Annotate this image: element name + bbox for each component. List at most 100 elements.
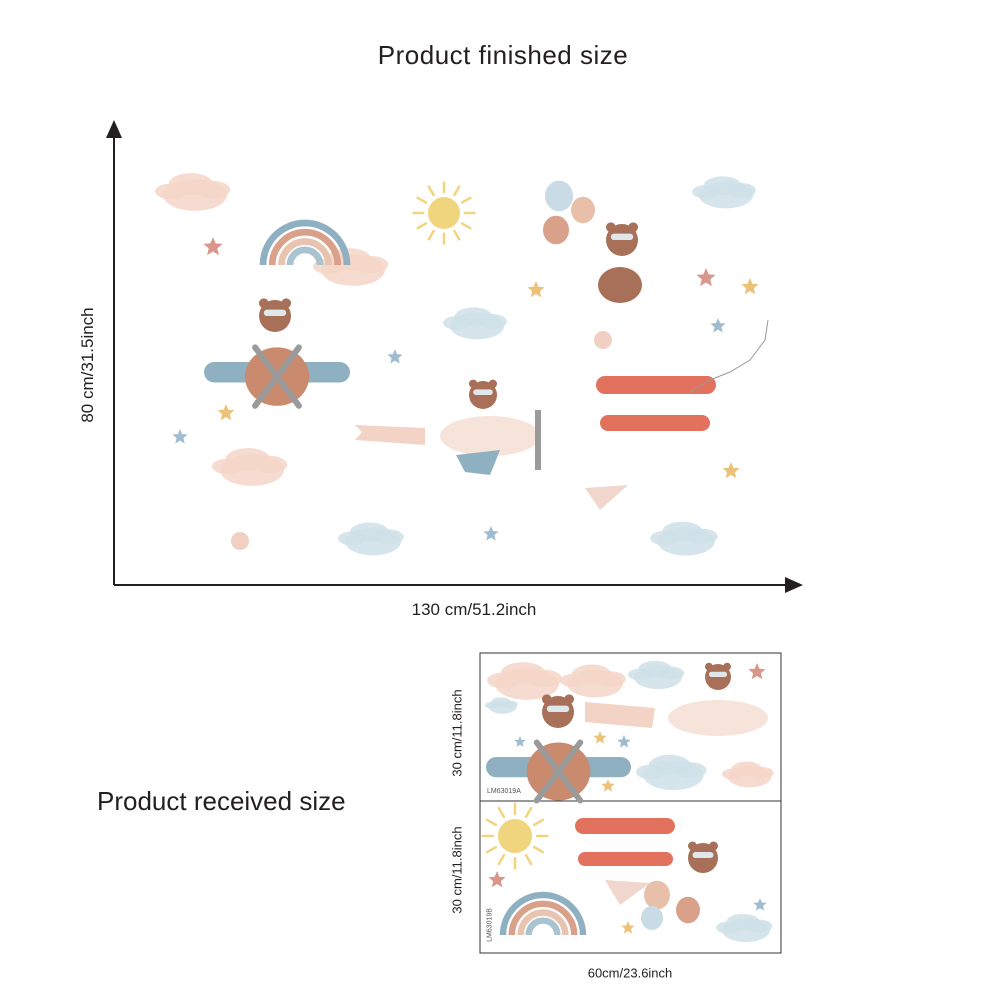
sun-ray — [460, 196, 472, 204]
rainbow-icon — [525, 917, 561, 936]
cloud-icon — [722, 761, 774, 788]
sun-ray — [416, 222, 428, 230]
bear-body — [598, 267, 642, 303]
bird-icon — [594, 331, 612, 349]
bear-ear — [606, 222, 616, 232]
cloud-icon — [692, 176, 756, 209]
sun-ray — [524, 853, 533, 866]
sun-ray — [532, 845, 545, 854]
plane-wing — [456, 450, 500, 475]
width-label: 130 cm/51.2inch — [411, 600, 537, 619]
star-icon — [617, 735, 631, 748]
sun-ray — [453, 185, 461, 197]
bear-ear — [723, 662, 731, 671]
paper-plane-icon — [585, 485, 628, 510]
bear-ear — [705, 662, 713, 671]
sun-ray — [416, 196, 428, 204]
balloon-icon — [571, 196, 595, 224]
bear-ear — [709, 841, 718, 851]
sun-ray — [460, 222, 472, 230]
sun-icon — [428, 197, 460, 229]
rainbow-icon — [499, 891, 587, 936]
sun-ray — [427, 229, 435, 241]
balloon-icon — [543, 215, 569, 245]
balloon-icon — [644, 880, 670, 910]
cloud-icon — [716, 913, 773, 943]
plane-wing — [575, 818, 675, 834]
star-icon — [217, 404, 235, 421]
sun-ray — [497, 806, 506, 819]
banner-icon — [585, 702, 655, 728]
star-icon — [514, 736, 526, 747]
bunting-string — [689, 319, 769, 393]
sheet-b-height-label: 30 cm/11.8inch — [449, 826, 465, 914]
bear-ear — [564, 694, 574, 704]
propeller-icon — [533, 739, 584, 804]
goggles-icon — [473, 389, 493, 395]
cloud-icon — [155, 173, 231, 211]
sun-icon — [498, 819, 532, 853]
cloud-icon — [487, 662, 563, 700]
star-icon — [483, 526, 499, 541]
star-icon — [710, 318, 726, 333]
sun-ray — [524, 806, 533, 819]
bear-ear — [542, 694, 552, 704]
goggles-icon — [546, 705, 570, 712]
rainbow-icon — [278, 238, 332, 266]
cloud-icon — [636, 754, 707, 791]
plane-body — [440, 416, 540, 456]
plane-wing — [578, 852, 673, 866]
sun-ray — [453, 229, 461, 241]
star-icon — [488, 871, 506, 888]
goggles-icon — [708, 671, 728, 677]
star-icon — [722, 462, 740, 479]
star-icon — [696, 268, 716, 287]
banner-icon — [355, 425, 425, 445]
rainbow-icon — [259, 219, 351, 266]
bird-icon — [231, 532, 249, 550]
height-label: 80 cm/31.5inch — [78, 307, 97, 423]
plane-body — [668, 700, 768, 736]
sun-ray — [497, 853, 506, 866]
cloud-icon — [628, 660, 685, 690]
star-icon — [748, 663, 766, 680]
sheet-b-outline — [479, 800, 782, 954]
bear-ear — [259, 298, 269, 309]
received-size-title: Product received size — [97, 786, 346, 816]
cloud-icon — [443, 307, 507, 340]
rainbow-icon — [286, 246, 324, 266]
rainbow-icon — [508, 900, 578, 936]
star-icon — [527, 281, 545, 298]
sun-ray — [485, 818, 498, 827]
cloud-icon — [338, 522, 404, 556]
sheet-width-label: 60cm/23.6inch — [587, 965, 673, 981]
sun-ray — [427, 185, 435, 197]
cloud-icon — [485, 697, 518, 714]
paper-plane-icon — [605, 880, 650, 905]
star-icon — [172, 429, 188, 444]
plane-wing — [596, 376, 716, 394]
star-icon — [601, 779, 615, 792]
plane-wing — [600, 415, 710, 431]
cloud-icon — [212, 448, 288, 486]
balloon-icon — [545, 180, 573, 212]
rainbow-icon — [517, 909, 569, 936]
sheet-b-code: LM63019B — [486, 908, 494, 942]
rainbow-icon — [268, 228, 342, 266]
bear-ear — [488, 379, 497, 388]
propeller-icon — [252, 344, 302, 409]
goggles-icon — [610, 233, 634, 240]
sheet-a-height-label: 30 cm/11.8inch — [449, 689, 465, 777]
cloud-icon — [650, 521, 718, 556]
star-icon — [753, 898, 767, 911]
finished-size-title: Product finished size — [377, 40, 629, 70]
star-icon — [387, 349, 403, 364]
goggles-icon — [263, 309, 287, 316]
star-icon — [621, 921, 635, 934]
balloon-icon — [641, 905, 663, 931]
bear-ear — [281, 298, 292, 309]
bear-ear — [688, 841, 697, 851]
bear-ear — [628, 222, 638, 232]
goggles-icon — [692, 852, 714, 858]
